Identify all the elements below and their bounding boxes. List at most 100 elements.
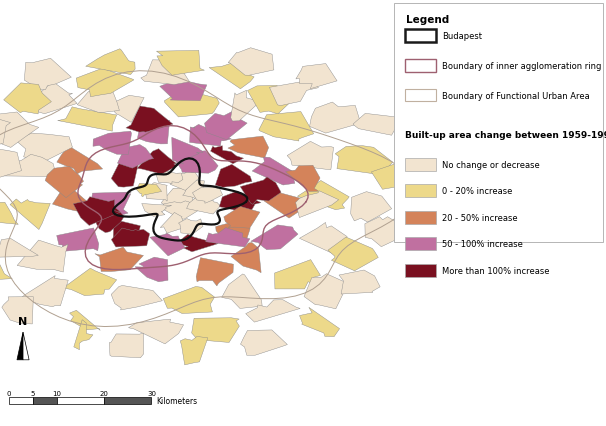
- Polygon shape: [0, 113, 39, 148]
- Text: No change or decrease: No change or decrease: [442, 160, 540, 170]
- Text: Kilometers: Kilometers: [156, 396, 198, 405]
- Polygon shape: [112, 286, 162, 310]
- Polygon shape: [57, 147, 102, 175]
- Polygon shape: [77, 86, 119, 113]
- Polygon shape: [161, 188, 193, 210]
- Polygon shape: [171, 138, 203, 164]
- Polygon shape: [135, 258, 168, 282]
- Polygon shape: [53, 182, 91, 213]
- Polygon shape: [142, 204, 171, 217]
- Polygon shape: [251, 225, 298, 250]
- Bar: [405, 264, 436, 277]
- Polygon shape: [2, 297, 33, 324]
- Polygon shape: [91, 193, 132, 217]
- Polygon shape: [141, 60, 190, 85]
- Polygon shape: [335, 146, 393, 176]
- Polygon shape: [164, 91, 219, 118]
- Bar: [405, 185, 436, 198]
- Polygon shape: [70, 311, 100, 331]
- Polygon shape: [164, 201, 198, 220]
- Text: 50 - 100% increase: 50 - 100% increase: [442, 239, 523, 249]
- Polygon shape: [73, 197, 120, 226]
- Text: 5: 5: [31, 390, 35, 396]
- Polygon shape: [16, 134, 73, 164]
- Polygon shape: [23, 332, 29, 360]
- Polygon shape: [145, 183, 167, 201]
- Bar: [405, 60, 436, 72]
- Bar: [9, 397, 33, 404]
- Polygon shape: [205, 228, 250, 248]
- Text: Built-up area change between 1959-1990: Built-up area change between 1959-1990: [405, 131, 606, 140]
- Bar: [405, 158, 436, 171]
- Text: N: N: [18, 316, 28, 326]
- Polygon shape: [210, 147, 244, 164]
- Polygon shape: [193, 187, 222, 204]
- Polygon shape: [196, 258, 233, 286]
- Text: Legend: Legend: [406, 15, 449, 25]
- Polygon shape: [353, 114, 405, 136]
- Polygon shape: [259, 112, 314, 142]
- Polygon shape: [118, 145, 153, 169]
- Polygon shape: [241, 330, 287, 355]
- Text: Boundary of inner agglomeration ring: Boundary of inner agglomeration ring: [442, 61, 602, 71]
- Polygon shape: [298, 181, 349, 210]
- Polygon shape: [296, 64, 337, 89]
- Polygon shape: [351, 192, 391, 222]
- Polygon shape: [205, 112, 247, 141]
- Polygon shape: [215, 165, 252, 188]
- Polygon shape: [85, 50, 135, 75]
- Text: 20: 20: [99, 390, 108, 396]
- Polygon shape: [91, 206, 124, 233]
- Polygon shape: [0, 259, 12, 282]
- Polygon shape: [191, 318, 239, 343]
- Polygon shape: [74, 320, 93, 350]
- Text: More than 100% increase: More than 100% increase: [442, 266, 550, 275]
- Polygon shape: [287, 142, 333, 170]
- Polygon shape: [58, 108, 116, 132]
- Polygon shape: [182, 179, 204, 199]
- Polygon shape: [10, 199, 50, 230]
- Polygon shape: [216, 219, 250, 244]
- Text: Boundary of Functional Urban Area: Boundary of Functional Urban Area: [442, 91, 590, 101]
- Text: Budapest: Budapest: [442, 32, 482, 41]
- Bar: [405, 89, 436, 102]
- Polygon shape: [95, 248, 144, 272]
- Polygon shape: [4, 83, 52, 115]
- Bar: [405, 30, 436, 43]
- Polygon shape: [275, 260, 321, 289]
- Polygon shape: [175, 150, 218, 174]
- Polygon shape: [156, 51, 204, 76]
- Polygon shape: [310, 103, 365, 134]
- Polygon shape: [112, 158, 139, 188]
- Polygon shape: [231, 243, 261, 273]
- Polygon shape: [371, 163, 413, 190]
- Polygon shape: [112, 96, 144, 123]
- Polygon shape: [180, 337, 208, 365]
- Polygon shape: [112, 228, 150, 248]
- Bar: [394, 4, 603, 243]
- Polygon shape: [365, 217, 411, 247]
- Bar: [405, 211, 436, 224]
- Text: 30: 30: [147, 390, 156, 396]
- Polygon shape: [128, 320, 184, 344]
- Bar: [33, 397, 56, 404]
- Polygon shape: [299, 223, 347, 254]
- Text: 10: 10: [52, 390, 61, 396]
- Polygon shape: [179, 219, 203, 235]
- Polygon shape: [155, 169, 183, 184]
- Polygon shape: [63, 268, 117, 296]
- Polygon shape: [160, 81, 207, 101]
- Polygon shape: [231, 91, 262, 122]
- Polygon shape: [0, 239, 38, 258]
- Polygon shape: [93, 132, 132, 155]
- Polygon shape: [296, 191, 339, 218]
- Polygon shape: [0, 118, 10, 149]
- Polygon shape: [150, 234, 184, 256]
- Polygon shape: [0, 150, 22, 183]
- Polygon shape: [163, 287, 215, 314]
- Polygon shape: [228, 137, 268, 158]
- Polygon shape: [247, 86, 292, 115]
- Polygon shape: [328, 237, 378, 271]
- Polygon shape: [21, 276, 68, 307]
- Polygon shape: [2, 155, 64, 177]
